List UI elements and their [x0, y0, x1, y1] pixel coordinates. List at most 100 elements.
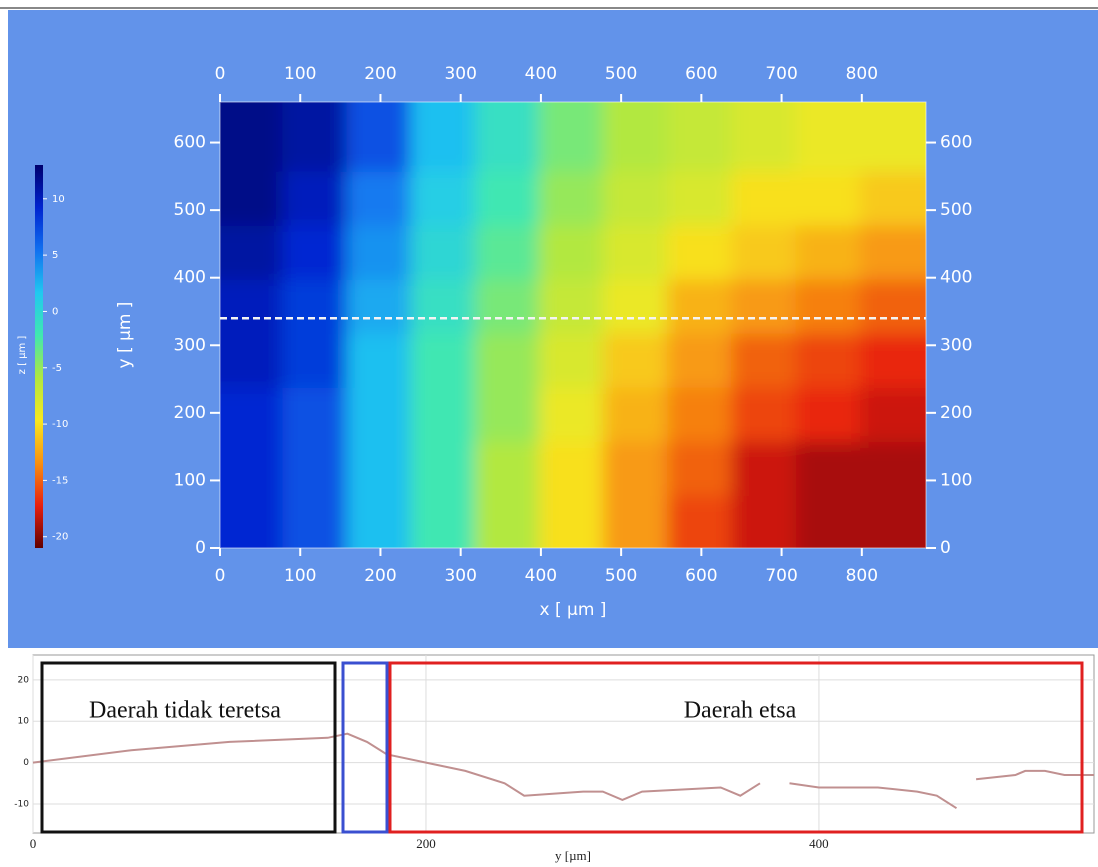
colorbar-tick-label: -5	[52, 363, 62, 374]
heatmap-cell	[667, 102, 736, 172]
y-tick-label: 0	[195, 538, 206, 558]
y-tick-label: 20	[18, 675, 30, 685]
y-tick-label: 10	[18, 717, 30, 727]
heatmap-cell	[859, 102, 926, 172]
heatmap-cell	[859, 221, 926, 280]
heatmap-cell	[346, 491, 415, 548]
heatmap-cell	[795, 167, 864, 226]
heatmap-cell	[667, 437, 736, 496]
heatmap-cell	[603, 221, 672, 280]
heatmap-cell	[220, 221, 287, 280]
transition-box	[341, 661, 389, 834]
heatmap-cell	[220, 102, 287, 172]
heatmap-cell	[795, 275, 864, 334]
profile-line	[32, 732, 1094, 810]
heatmap-cell	[346, 275, 415, 334]
y-tick-label: 300	[174, 335, 206, 355]
heatmap-area	[220, 102, 926, 548]
heatmap-cell	[731, 491, 800, 548]
colorbar	[35, 165, 43, 548]
x-tick-label: 200	[416, 836, 436, 851]
y-tick-label: 400	[940, 268, 972, 288]
heatmap-cell	[603, 329, 672, 388]
heatmap-cell	[538, 275, 608, 334]
x-tick-label: 700	[765, 566, 797, 586]
x-tick-label: 0	[30, 836, 37, 851]
heatmap-cell	[859, 167, 926, 226]
colorbar-tick-label: -15	[52, 475, 68, 486]
x-tick-label: 500	[605, 566, 637, 586]
x-tick-label: 300	[444, 64, 476, 84]
x-tick-label: 0	[215, 566, 226, 586]
x-tick-label: 700	[765, 64, 797, 84]
heatmap-cell	[410, 437, 479, 496]
x-tick-label: 600	[685, 566, 717, 586]
heatmap-cells	[220, 102, 926, 548]
heatmap-cell	[603, 383, 672, 442]
heatmap-cell	[667, 221, 736, 280]
y-tick-label: 100	[940, 470, 972, 490]
heatmap-cell	[282, 167, 351, 226]
heatmap-cell	[474, 275, 543, 334]
heatmap-cell	[410, 491, 479, 548]
heatmap-cell	[220, 437, 287, 496]
heatmap-cell	[282, 437, 351, 496]
y-tick-label: 0	[23, 758, 29, 768]
heatmap-cell	[795, 437, 864, 496]
heatmap-cell	[859, 329, 926, 388]
heatmap-cell	[667, 329, 736, 388]
x-tick-label: 300	[444, 566, 476, 586]
heatmap-cell	[795, 383, 864, 442]
heatmap-cell	[346, 437, 415, 496]
heatmap-cell	[667, 491, 736, 548]
y-tick-label: 600	[940, 133, 972, 153]
heatmap-cell	[346, 221, 415, 280]
heatmap-cell	[538, 437, 608, 496]
heatmap-cell	[220, 491, 287, 548]
heatmap-cell	[220, 167, 287, 226]
y-tick-label: 200	[174, 403, 206, 423]
colorbar-tick-label: 5	[52, 250, 58, 261]
top-strip	[0, 0, 1098, 10]
heatmap-cell	[538, 383, 608, 442]
y-tick-label: 500	[174, 200, 206, 220]
heatmap-cell	[410, 102, 479, 172]
colorbar-tick-label: 10	[52, 194, 65, 205]
heatmap-cell	[667, 383, 736, 442]
heatmap-cell	[282, 102, 351, 172]
x-axis-label: y [µm]	[555, 848, 591, 863]
y-tick-label: 400	[174, 268, 206, 288]
heatmap-cell	[731, 329, 800, 388]
heatmap-cell	[346, 102, 415, 172]
x-tick-label: 200	[364, 566, 396, 586]
heatmap-cell	[795, 329, 864, 388]
heatmap-cell	[603, 491, 672, 548]
y-axis-label: y [ µm ]	[115, 302, 135, 369]
heatmap-cell	[410, 275, 479, 334]
heatmap-cell	[474, 221, 543, 280]
heatmap-cell	[859, 275, 926, 334]
colorbar-tick-label: 0	[52, 306, 58, 317]
heatmap-cell	[538, 167, 608, 226]
x-tick-label: 200	[364, 64, 396, 84]
colorbar-tick-label: -20	[52, 532, 68, 543]
heatmap-cell	[282, 275, 351, 334]
annotation: Daerah etsa	[684, 698, 797, 724]
heatmap-cell	[538, 491, 608, 548]
x-tick-label: 400	[809, 836, 829, 851]
heatmap-cell	[410, 221, 479, 280]
y-tick-label: 600	[174, 133, 206, 153]
x-tick-label: 500	[605, 64, 637, 84]
heatmap-cell	[538, 102, 608, 172]
heatmap-cell	[731, 221, 800, 280]
heatmap-cell	[859, 383, 926, 442]
y-tick-label: -10	[14, 800, 29, 810]
profile-plot	[32, 654, 1095, 834]
heatmap-cell	[859, 491, 926, 548]
colorbar-tick-label: -10	[52, 419, 68, 430]
heatmap-cell	[410, 383, 479, 442]
y-tick-label: 0	[940, 538, 951, 558]
x-tick-label: 100	[284, 566, 316, 586]
heatmap-cell	[474, 102, 543, 172]
heatmap-cell	[795, 102, 864, 172]
